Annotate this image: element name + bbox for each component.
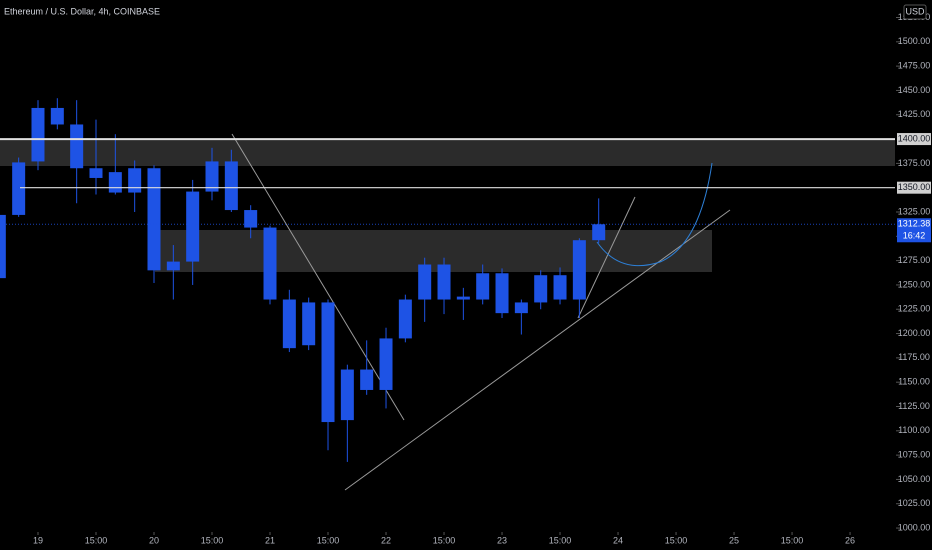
projection-curve xyxy=(596,162,713,267)
candle-body xyxy=(70,124,84,169)
candle-body xyxy=(263,227,277,300)
price-axis xyxy=(896,0,932,550)
x-tick-label: 15:00 xyxy=(85,535,108,545)
candle-body xyxy=(147,168,161,271)
candle-body xyxy=(282,299,296,349)
candle-body xyxy=(398,299,412,339)
candle-body xyxy=(418,264,432,300)
y-tick-label: 1500.00 xyxy=(898,36,931,46)
x-tick-label: 20 xyxy=(149,535,159,545)
candle-body xyxy=(321,302,335,423)
candle-body xyxy=(31,107,45,162)
candle-body xyxy=(0,214,6,279)
x-tick-label: 22 xyxy=(381,535,391,545)
y-tick-label: 1450.00 xyxy=(898,85,931,95)
candle-body xyxy=(476,273,490,300)
candle-body xyxy=(12,162,26,215)
x-tick-label: 24 xyxy=(613,535,623,545)
y-tick-label: 1250.00 xyxy=(898,279,931,289)
candle-body xyxy=(224,161,238,211)
countdown-label: 16:42 xyxy=(903,231,926,241)
candle-body xyxy=(495,273,509,314)
last-price-box xyxy=(897,218,931,243)
y-tick-label: 1200.00 xyxy=(898,328,931,338)
x-tick-label: 15:00 xyxy=(549,535,572,545)
resistance-zone xyxy=(0,139,895,166)
y-tick-label: 1050.00 xyxy=(898,474,931,484)
candle-body xyxy=(534,275,548,303)
x-tick-label: 15:00 xyxy=(317,535,340,545)
candle-body xyxy=(302,302,316,346)
candle-body xyxy=(456,296,470,300)
candle-body xyxy=(437,264,451,300)
candle-body xyxy=(379,338,393,390)
x-tick-label: 15:00 xyxy=(201,535,224,545)
trend-line xyxy=(577,196,636,319)
candle-body xyxy=(128,168,142,193)
candle-body xyxy=(572,240,586,300)
x-tick-label: 23 xyxy=(497,535,507,545)
candle-body xyxy=(592,224,606,241)
currency-box[interactable] xyxy=(903,4,927,20)
y-tick-label: 1425.00 xyxy=(898,109,931,119)
y-tick-label: 1225.00 xyxy=(898,304,931,314)
candle-body xyxy=(108,172,122,193)
trend-line xyxy=(231,133,405,421)
y-tick-label: 1475.00 xyxy=(898,61,931,71)
y-tick-label: 1000.00 xyxy=(898,522,931,532)
x-tick-label: 21 xyxy=(265,535,275,545)
y-tick-label: 1275.00 xyxy=(898,255,931,265)
candle-body xyxy=(360,369,374,390)
level-label-box xyxy=(897,133,931,146)
y-tick-label: 1375.00 xyxy=(898,158,931,168)
candle-body xyxy=(186,191,200,262)
y-tick-label: 1125.00 xyxy=(898,401,930,411)
y-tick-label: 1150.00 xyxy=(898,377,930,387)
candle-body xyxy=(340,369,354,421)
level-label: 1350.00 xyxy=(898,182,931,192)
level-label: 1400.00 xyxy=(898,133,931,143)
candle-body xyxy=(166,261,180,271)
last-price-label: 1312.38 xyxy=(898,219,931,229)
currency[interactable]: USD xyxy=(905,6,925,16)
support-zone xyxy=(155,230,712,272)
y-tick-label: 1175.00 xyxy=(898,352,930,362)
y-tick-label: 1100.00 xyxy=(898,425,930,435)
candle-body xyxy=(553,275,567,300)
candle-body xyxy=(50,107,64,125)
chart-title: Ethereum / U.S. Dollar, 4h, COINBASE xyxy=(4,6,160,16)
candle-body xyxy=(89,168,103,178)
y-tick-label: 1325.00 xyxy=(898,206,931,216)
candle-body xyxy=(205,161,219,192)
x-tick-label: 26 xyxy=(845,535,855,545)
candle-body xyxy=(244,210,258,228)
x-tick-label: 25 xyxy=(729,535,739,545)
level-label-box xyxy=(897,181,931,194)
x-tick-label: 15:00 xyxy=(781,535,804,545)
x-tick-label: 15:00 xyxy=(665,535,688,545)
x-tick-label: 19 xyxy=(33,535,43,545)
y-tick-label: 1025.00 xyxy=(898,498,931,508)
x-tick-label: 15:00 xyxy=(433,535,456,545)
candle-body xyxy=(514,302,528,314)
y-tick-label: 1075.00 xyxy=(898,449,931,459)
trend-line xyxy=(344,209,731,491)
